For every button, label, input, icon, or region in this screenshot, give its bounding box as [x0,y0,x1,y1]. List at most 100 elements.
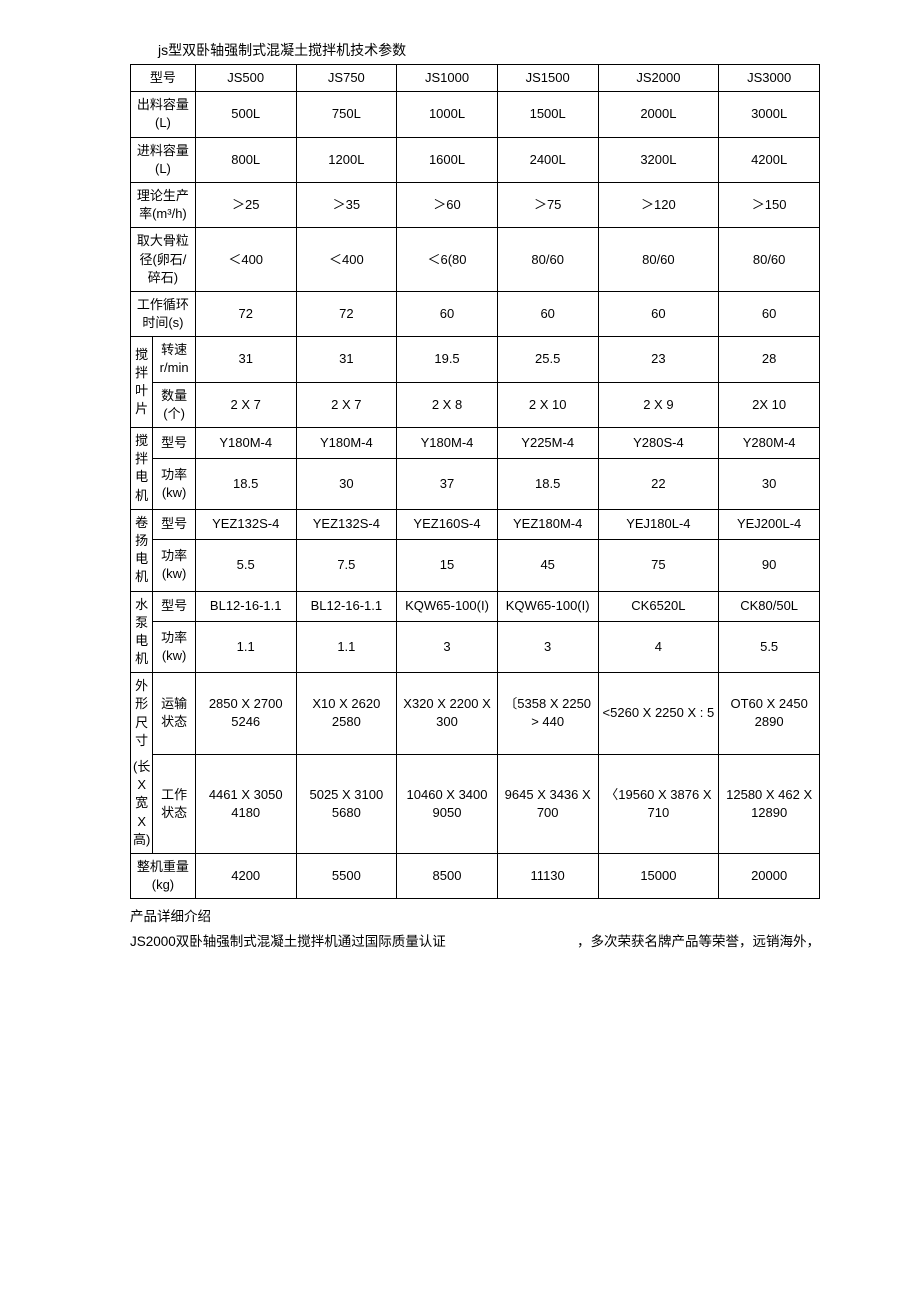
cell: 60 [598,291,719,336]
cell: 5.5 [195,540,296,591]
table-row: 型号 JS500 JS750 JS1000 JS1500 JS2000 JS30… [131,65,820,92]
cell: 5500 [296,853,397,898]
cell: 1500L [497,92,598,137]
group-label: 外形尺寸 [131,673,153,754]
cell: ＜6(80 [397,228,498,292]
row-label: 工作循环时间(s) [131,291,196,336]
cell: 2 X 10 [497,382,598,427]
cell: OT60 X 2450 2890 [719,673,820,754]
cell: KQW65-100(I) [497,591,598,622]
table-row: 外形尺寸 运输状态 2850 X 2700 5246 X10 X 2620 25… [131,673,820,754]
cell: 31 [195,337,296,382]
cell: 4 [598,622,719,673]
table-row: 功率(kw) 5.5 7.5 15 45 75 90 [131,540,820,591]
table-row: 出料容量(L) 500L 750L 1000L 1500L 2000L 3000… [131,92,820,137]
cell: Y180M-4 [195,428,296,459]
cell: YEJ180L-4 [598,509,719,540]
cell: 72 [195,291,296,336]
cell: 90 [719,540,820,591]
table-row: 功率(kw) 18.5 30 37 18.5 22 30 [131,458,820,509]
cell: 2000L [598,92,719,137]
cell: YEZ160S-4 [397,509,498,540]
cell: 15 [397,540,498,591]
cell: 〔5358 X 2250 > 440 [497,673,598,754]
header-model: JS750 [296,65,397,92]
cell: 4461 X 3050 4180 [195,754,296,853]
header-model: JS3000 [719,65,820,92]
group-label: 卷扬电机 [131,509,153,591]
cell: 30 [296,458,397,509]
cell: 2 X 9 [598,382,719,427]
cell: Y180M-4 [296,428,397,459]
sub-label: 功率(kw) [153,622,196,673]
cell: CK6520L [598,591,719,622]
cell: 2400L [497,137,598,182]
table-row: 数量(个) 2 X 7 2 X 7 2 X 8 2 X 10 2 X 9 2X … [131,382,820,427]
table-row: 卷扬电机 型号 YEZ132S-4 YEZ132S-4 YEZ160S-4 YE… [131,509,820,540]
cell: 1200L [296,137,397,182]
sub-label: 型号 [153,428,196,459]
table-row: 工作循环时间(s) 72 72 60 60 60 60 [131,291,820,336]
cell: ＜400 [296,228,397,292]
cell: BL12-16-1.1 [195,591,296,622]
cell: 72 [296,291,397,336]
cell: 11130 [497,853,598,898]
cell: 5025 X 3100 5680 [296,754,397,853]
cell: Y280M-4 [719,428,820,459]
spec-table: 型号 JS500 JS750 JS1000 JS1500 JS2000 JS30… [130,64,820,899]
cell: <5260 X 2250 X : 5 [598,673,719,754]
row-label: 进料容量(L) [131,137,196,182]
cell: 1600L [397,137,498,182]
cell: YEZ132S-4 [296,509,397,540]
cell: 25.5 [497,337,598,382]
cell: 20000 [719,853,820,898]
cell: 8500 [397,853,498,898]
cell: 2 X 7 [296,382,397,427]
cell: 3 [397,622,498,673]
cell: 2850 X 2700 5246 [195,673,296,754]
cell: ＞60 [397,182,498,227]
cell: ＞150 [719,182,820,227]
cell: X320 X 2200 X 300 [397,673,498,754]
cell: 37 [397,458,498,509]
cell: 80/60 [497,228,598,292]
group-label: (长X宽X高) [131,754,153,853]
sub-label: 功率(kw) [153,458,196,509]
sub-label: 功率(kw) [153,540,196,591]
cell: ＞120 [598,182,719,227]
sub-label: 转速r/min [153,337,196,382]
cell: 1000L [397,92,498,137]
footer-heading: 产品详细介绍 [130,905,820,929]
cell: 60 [719,291,820,336]
cell: Y280S-4 [598,428,719,459]
cell: BL12-16-1.1 [296,591,397,622]
cell: Y180M-4 [397,428,498,459]
table-row: 进料容量(L) 800L 1200L 1600L 2400L 3200L 420… [131,137,820,182]
table-row: 搅拌电机 型号 Y180M-4 Y180M-4 Y180M-4 Y225M-4 … [131,428,820,459]
cell: 500L [195,92,296,137]
cell: 9645 X 3436 X 700 [497,754,598,853]
cell: ＞75 [497,182,598,227]
cell: 2X 10 [719,382,820,427]
table-row: 理论生产率(m³/h) ＞25 ＞35 ＞60 ＞75 ＞120 ＞150 [131,182,820,227]
footer-text-b: ，多次荣获名牌产品等荣誉，远销海外， [577,930,820,954]
header-model: JS2000 [598,65,719,92]
cell: 1.1 [296,622,397,673]
cell: 30 [719,458,820,509]
header-model: JS500 [195,65,296,92]
cell: 3000L [719,92,820,137]
cell: YEZ132S-4 [195,509,296,540]
table-row: 取大骨粒径(卵石/碎石) ＜400 ＜400 ＜6(80 80/60 80/60… [131,228,820,292]
cell: 3 [497,622,598,673]
cell: 75 [598,540,719,591]
sub-label: 数量(个) [153,382,196,427]
group-label: 搅拌叶片 [131,337,153,428]
cell: 80/60 [719,228,820,292]
cell: YEJ200L-4 [719,509,820,540]
sub-label: 型号 [153,509,196,540]
cell: 45 [497,540,598,591]
cell: 15000 [598,853,719,898]
cell: 10460 X 3400 9050 [397,754,498,853]
cell: Y225M-4 [497,428,598,459]
row-label: 出料容量(L) [131,92,196,137]
